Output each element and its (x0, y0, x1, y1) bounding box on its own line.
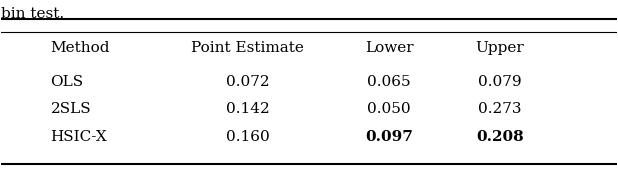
Text: 2SLS: 2SLS (51, 102, 91, 116)
Text: bin test.: bin test. (1, 7, 64, 21)
Text: 0.079: 0.079 (478, 75, 522, 89)
Text: 0.208: 0.208 (476, 130, 523, 144)
Text: 0.273: 0.273 (478, 102, 522, 116)
Text: 0.050: 0.050 (367, 102, 411, 116)
Text: 0.160: 0.160 (226, 130, 269, 144)
Text: 0.072: 0.072 (226, 75, 269, 89)
Text: HSIC-X: HSIC-X (51, 130, 108, 144)
Text: Upper: Upper (475, 41, 524, 55)
Text: Method: Method (51, 41, 110, 55)
Text: 0.142: 0.142 (226, 102, 269, 116)
Text: 0.097: 0.097 (365, 130, 413, 144)
Text: 0.065: 0.065 (367, 75, 411, 89)
Text: Point Estimate: Point Estimate (191, 41, 304, 55)
Text: Lower: Lower (365, 41, 413, 55)
Text: OLS: OLS (51, 75, 83, 89)
